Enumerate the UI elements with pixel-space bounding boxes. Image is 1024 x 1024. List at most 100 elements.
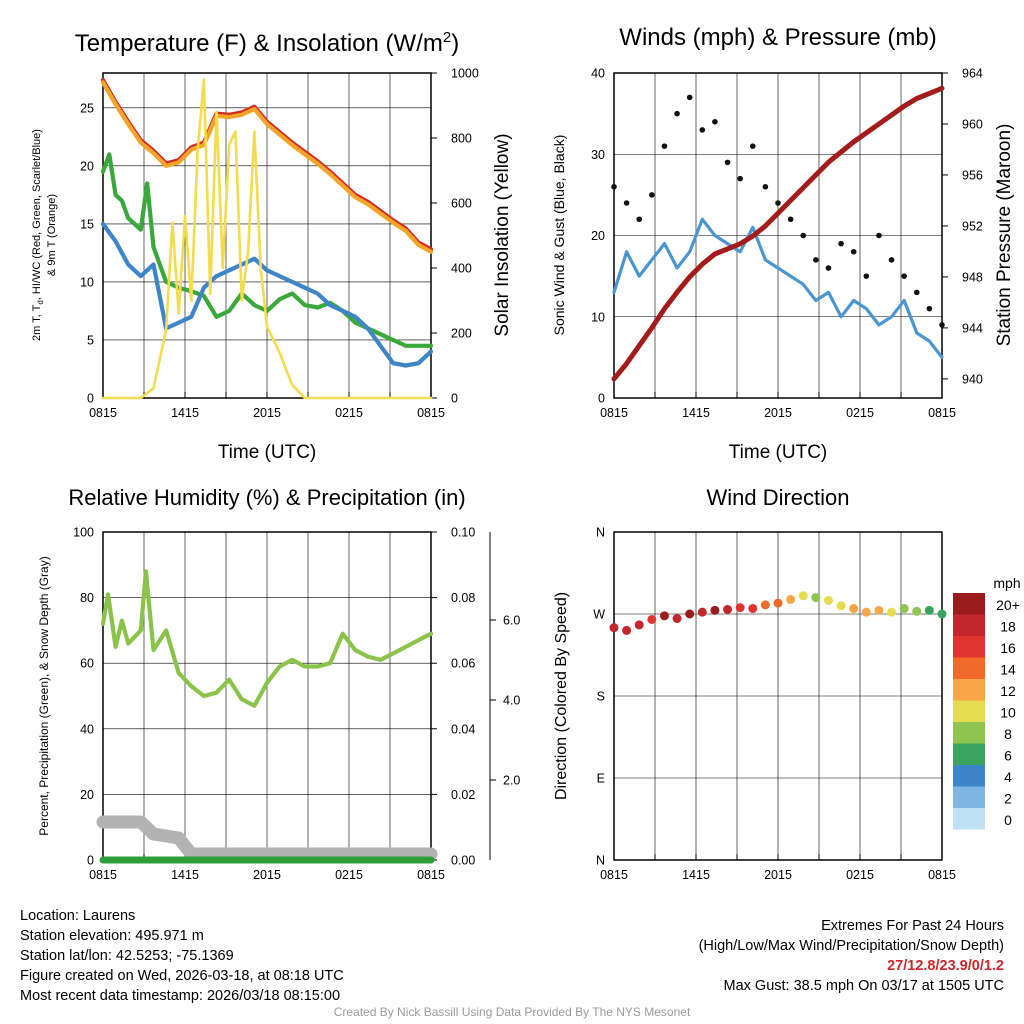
- x-tick-label: 0815: [417, 868, 445, 882]
- legend-label: 0: [1004, 812, 1012, 828]
- plot-border: [613, 531, 943, 861]
- x-tick-label: 2015: [253, 868, 281, 882]
- y-tick-label: 0: [87, 854, 94, 868]
- data-point: [874, 605, 884, 615]
- y-tick-label: 0: [598, 392, 605, 406]
- data-point: [863, 273, 870, 279]
- y3-tick-label: 2.0: [503, 774, 520, 788]
- y-tick-label: N: [596, 854, 605, 868]
- x-tick-label: 0215: [335, 406, 363, 420]
- data-point: [737, 175, 743, 182]
- x-tick-label: 0815: [600, 868, 628, 882]
- x-tick-label: 2015: [253, 406, 281, 420]
- series-line: [101, 78, 433, 400]
- y-tick-label: 30: [591, 148, 605, 162]
- y2-tick-label: 0.04: [451, 722, 475, 736]
- data-point: [786, 594, 796, 604]
- legend-swatch: [953, 743, 985, 765]
- plot-border: [613, 72, 943, 399]
- y2-tick-label: 944: [962, 321, 983, 335]
- legend-label: 20+: [996, 597, 1020, 613]
- data-point: [685, 609, 695, 619]
- y2-tick-label: 800: [451, 132, 472, 146]
- y2-tick-label: 0.02: [451, 788, 475, 802]
- x-axis-label: Time (UTC): [729, 442, 828, 463]
- plot-frame: [613, 72, 948, 399]
- legend-label: 10: [1000, 705, 1016, 721]
- y2-axis-label: Solar Insolation (Yellow): [492, 133, 513, 336]
- station-info: Location: Laurens Station elevation: 495…: [20, 906, 344, 1006]
- data-point: [787, 216, 794, 223]
- legend-label: 4: [1004, 769, 1012, 785]
- panel-title: Temperature (F) & Insolation (W/m2): [75, 29, 459, 57]
- data-point: [636, 216, 643, 223]
- y2-tick-label: 600: [451, 197, 472, 211]
- x-tick-label: 0815: [600, 406, 628, 420]
- y2-tick-label: 952: [962, 219, 983, 233]
- legend-swatch: [953, 657, 985, 679]
- plot-frame: [102, 531, 437, 861]
- data-point: [647, 614, 657, 624]
- data-point: [876, 232, 882, 239]
- data-point: [723, 604, 733, 614]
- y2-tick-label: 0.08: [451, 591, 475, 605]
- data-point: [913, 289, 920, 296]
- y-tick-label: W: [593, 608, 605, 622]
- max-gust-label: Max Gust: 38.5 mph On 03/17 at 1505 UTC: [723, 978, 1004, 994]
- data-point: [861, 607, 871, 617]
- latlon-label: Station lat/lon: 42.5253; -75.1369: [20, 948, 234, 964]
- legend-swatch: [953, 614, 985, 636]
- x-tick-label: 0815: [928, 406, 956, 420]
- legend-swatch: [953, 722, 985, 744]
- y-tick-label: N: [596, 526, 605, 540]
- data-point: [712, 118, 718, 125]
- legend-swatch: [953, 636, 985, 658]
- y-tick-label: S: [597, 690, 605, 704]
- data-point: [773, 598, 783, 608]
- y3-tick-label: 4.0: [503, 694, 520, 708]
- data-point: [611, 183, 617, 190]
- y3-tick-label: 6.0: [503, 614, 520, 628]
- extremes-panel: Extremes For Past 24 Hours (High/Low/Max…: [699, 916, 1004, 996]
- legend-label: 12: [1000, 683, 1016, 699]
- y2-tick-label: 960: [962, 117, 983, 131]
- data-point: [609, 623, 619, 633]
- y-tick-label: E: [597, 772, 605, 786]
- legend-swatch: [953, 808, 985, 830]
- x-tick-label: 1415: [171, 406, 199, 420]
- data-point: [887, 607, 897, 617]
- data-point: [823, 595, 833, 605]
- y-axis-label-line2: & 9m T (Orange): [46, 194, 58, 276]
- data-point: [901, 273, 907, 279]
- data-point: [674, 110, 680, 117]
- y-tick-label: 60: [80, 657, 94, 671]
- data-point: [825, 265, 832, 271]
- data-point: [838, 240, 844, 247]
- data-point: [649, 192, 655, 198]
- data-point: [699, 127, 706, 133]
- data-point: [926, 305, 933, 312]
- created-label: Figure created on Wed, 2026-03-18, at 08…: [20, 968, 344, 984]
- data-point: [622, 625, 632, 635]
- data-point: [811, 593, 821, 603]
- data-point: [899, 604, 909, 614]
- y-tick-label: 10: [591, 310, 605, 324]
- x-tick-label: 0815: [89, 868, 117, 882]
- y-axis-label: Percent, Precipitation (Green), & Snow D…: [37, 556, 51, 835]
- y2-axis-label: Station Pressure (Maroon): [994, 124, 1015, 347]
- y2-tick-label: 400: [451, 262, 472, 276]
- y2-tick-label: 964: [962, 67, 983, 81]
- x-tick-label: 1415: [682, 406, 710, 420]
- series-line: [100, 221, 434, 368]
- y2-tick-label: 0.00: [451, 854, 475, 868]
- x-tick-label: 2015: [764, 868, 792, 882]
- x-axis-label: Time (UTC): [218, 442, 317, 463]
- y-tick-label: 20: [80, 788, 94, 802]
- data-point: [924, 605, 934, 615]
- data-point: [760, 600, 770, 610]
- legend-swatch: [953, 765, 985, 787]
- y-tick-label: 80: [80, 591, 94, 605]
- y2-tick-label: 940: [962, 372, 983, 386]
- legend-label: 8: [1004, 726, 1012, 742]
- data-point: [775, 200, 781, 206]
